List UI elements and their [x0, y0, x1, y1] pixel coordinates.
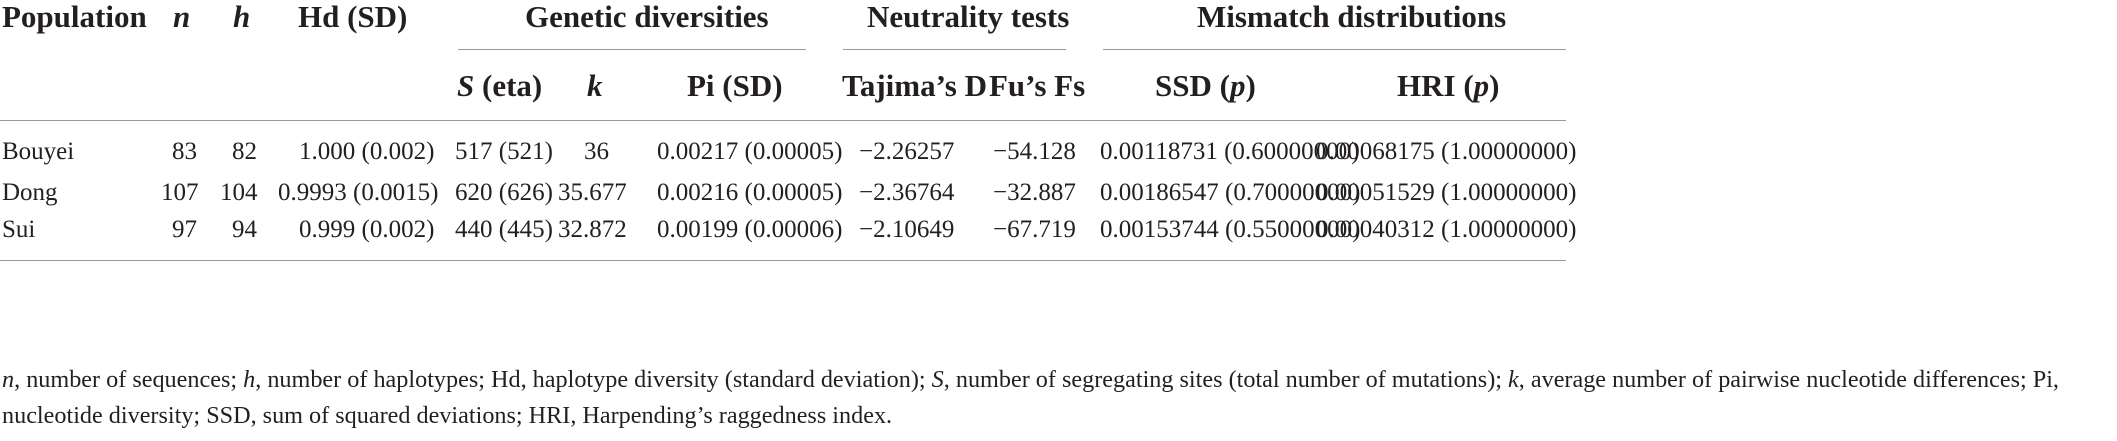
table-row-sui-pi: 0.00199 (0.00006): [657, 216, 843, 243]
header-pi: Pi (SD): [687, 68, 783, 103]
header-ssd-p: p: [1229, 68, 1246, 103]
footnote-k-definition: , average number of pairwise nucleotide …: [2, 366, 2059, 429]
header-ssd-label: SSD (: [1155, 68, 1230, 103]
table-row-dong-pi: 0.00216 (0.00005): [657, 179, 843, 206]
table-row-dong-population: Dong: [2, 179, 58, 206]
table-row-bouyei-tajima: −2.26257: [859, 138, 955, 165]
table-row-bouyei-hd: 1.000 (0.002): [299, 138, 435, 165]
table-row-dong-ssd: 0.00186547 (0.70000000): [1100, 179, 1361, 206]
table-row-sui-hri: 0.00040312 (1.00000000): [1316, 216, 1577, 243]
table-row-bouyei-h: 82: [232, 138, 257, 165]
header-s-symbol: S: [457, 68, 475, 103]
mismatch-distributions-underline: [1103, 49, 1566, 50]
header-hri-close: ): [1489, 68, 1500, 103]
table-row-bouyei-population: Bouyei: [2, 138, 75, 165]
header-neutrality-tests: Neutrality tests: [867, 0, 1070, 34]
table-row-sui-s: 440 (445): [455, 216, 553, 243]
table-row-sui-ssd: 0.00153744 (0.55000000): [1100, 216, 1361, 243]
table-row-dong-k: 35.677: [558, 179, 627, 206]
footnote-k-symbol: k: [1508, 366, 1519, 393]
table-row-dong-fu: −32.887: [993, 179, 1076, 206]
table-row-bouyei-ssd: 0.00118731 (0.60000000): [1100, 138, 1360, 165]
header-genetic-diversities: Genetic diversities: [525, 0, 769, 34]
footnote-s-symbol: S: [931, 366, 944, 393]
table-row-sui-hd: 0.999 (0.002): [299, 216, 435, 243]
table-row-dong-n: 107: [161, 179, 199, 206]
footnote-n-symbol: n: [2, 366, 15, 393]
table-row-dong-s: 620 (626): [455, 179, 553, 206]
neutrality-tests-underline: [843, 49, 1066, 50]
header-h: h: [233, 0, 251, 34]
header-hd: Hd (SD): [298, 0, 408, 34]
footnote-h-symbol: h: [243, 366, 256, 393]
header-ssd: SSD (p): [1155, 69, 1256, 103]
table-row-dong-tajima: −2.36764: [859, 179, 955, 206]
table-row-sui-n: 97: [172, 216, 197, 243]
table-row-bouyei-hri: 0.00068175 (1.00000000): [1316, 138, 1577, 165]
table-row-sui-k: 32.872: [558, 216, 627, 243]
header-hri-p: p: [1473, 68, 1490, 103]
header-n: n: [173, 0, 191, 34]
table-row-dong-hri: 0.00051529 (1.00000000): [1316, 179, 1577, 206]
table-row-dong-h: 104: [220, 179, 258, 206]
table-row-bouyei-fu: −54.128: [993, 138, 1076, 165]
table-row-sui-tajima: −2.10649: [859, 216, 955, 243]
table-footnote: n, number of sequences; h, number of hap…: [2, 362, 2112, 434]
table-row-bouyei-s: 517 (521): [455, 138, 553, 165]
header-tajima: Tajima’s D: [842, 68, 987, 103]
header-mismatch-distributions: Mismatch distributions: [1197, 0, 1507, 34]
header-hri-label: HRI (: [1397, 68, 1474, 103]
table-row-sui-fu: −67.719: [993, 216, 1076, 243]
header-bottom-rule: [0, 120, 1566, 121]
header-hri: HRI (p): [1397, 69, 1499, 103]
header-ssd-close: ): [1245, 68, 1256, 103]
header-fu: Fu’s Fs: [989, 68, 1086, 103]
header-k: k: [587, 68, 603, 103]
table-row-sui-h: 94: [232, 216, 257, 243]
table-row-bouyei-pi: 0.00217 (0.00005): [657, 138, 843, 165]
table-bottom-rule: [0, 260, 1566, 261]
footnote-n-definition: , number of sequences;: [14, 366, 244, 393]
footnote-h-definition: , number of haplotypes; Hd, haplotype di…: [255, 366, 932, 393]
table-row-bouyei-n: 83: [172, 138, 197, 165]
header-s-eta: S (eta): [457, 69, 542, 103]
table-row-dong-hd: 0.9993 (0.0015): [278, 179, 439, 206]
table-row-bouyei-k: 36: [584, 138, 609, 165]
header-s-rest: (eta): [474, 68, 543, 103]
genetic-diversities-underline: [458, 49, 806, 50]
header-population: Population: [2, 0, 147, 34]
table-row-sui-population: Sui: [2, 216, 36, 243]
footnote-s-definition: , number of segregating sites (total num…: [943, 366, 1509, 393]
